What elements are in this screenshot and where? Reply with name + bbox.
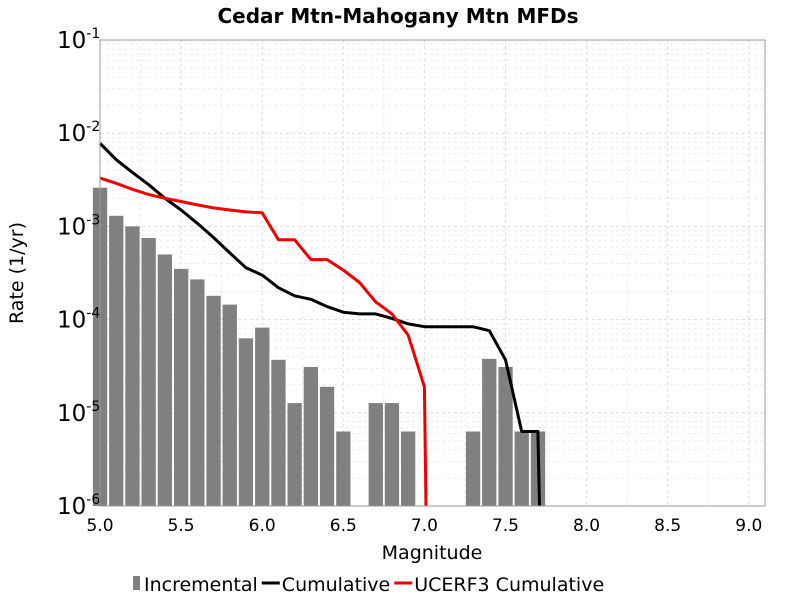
incremental-bar (498, 367, 513, 506)
legend-item: Cumulative (261, 574, 390, 596)
x-tick-label: 6.5 (330, 516, 357, 536)
y-tick-label: 10-5 (57, 399, 100, 427)
incremental-bar (514, 431, 529, 506)
x-tick-label: 6.0 (249, 516, 276, 536)
incremental-bar (190, 279, 205, 506)
incremental-bar (157, 254, 172, 506)
incremental-bar (384, 403, 400, 506)
ucerf3-cumulative-line (99, 176, 428, 507)
incremental-bar (206, 295, 221, 506)
incremental-bar (401, 431, 416, 506)
y-tick-label: 10-6 (57, 492, 100, 520)
y-tick-label: 10-1 (57, 26, 100, 54)
chart-title: Cedar Mtn-Mahogany Mtn MFDs (217, 4, 578, 28)
y-tick-label: 10-2 (57, 119, 100, 147)
x-tick-labels: 5.0 5.5 6.0 6.5 7.0 7.5 8.0 8.5 9.0 (86, 516, 762, 536)
incremental-bar (287, 403, 302, 506)
y-axis-label: Rate (1/yr) (6, 222, 28, 324)
legend-item: UCERF3 Cumulative (394, 574, 604, 596)
legend: Incremental Cumulative UCERF3 Cumulative (133, 574, 604, 596)
x-tick-label: 8.0 (573, 516, 600, 536)
y-tick-labels: 10-6 10-5 10-4 10-3 10-2 10-1 (57, 26, 100, 520)
legend-label: UCERF3 Cumulative (414, 574, 604, 596)
incremental-bar (303, 367, 318, 506)
series-lines (98, 142, 541, 507)
x-axis-label: Magnitude (382, 542, 483, 564)
legend-label: Incremental (144, 574, 258, 596)
incremental-bar (222, 304, 237, 506)
cumulative-line (98, 142, 541, 507)
incremental-bar (482, 358, 497, 506)
x-tick-label: 7.0 (411, 516, 438, 536)
x-tick-label: 9.0 (735, 516, 762, 536)
incremental-bar (319, 386, 335, 506)
legend-swatch (133, 576, 140, 590)
legend-label: Cumulative (282, 574, 390, 596)
y-tick-label: 10-3 (57, 212, 100, 240)
y-tick-label: 10-4 (57, 306, 100, 334)
x-tick-label: 8.5 (654, 516, 681, 536)
incremental-bar (238, 338, 254, 506)
incremental-bar (109, 215, 124, 507)
incremental-bar (271, 359, 286, 506)
incremental-bar (174, 268, 189, 506)
incremental-bar (255, 327, 270, 506)
plot-frame (99, 39, 766, 507)
incremental-bar (465, 431, 481, 506)
incremental-bar (336, 431, 351, 506)
incremental-bar (368, 403, 383, 506)
incremental-bar (141, 238, 156, 506)
x-tick-label: 7.5 (492, 516, 519, 536)
incremental-bar (125, 226, 140, 506)
x-tick-label: 5.0 (86, 516, 113, 536)
x-tick-label: 5.5 (168, 516, 195, 536)
legend-item: Incremental (133, 574, 258, 596)
